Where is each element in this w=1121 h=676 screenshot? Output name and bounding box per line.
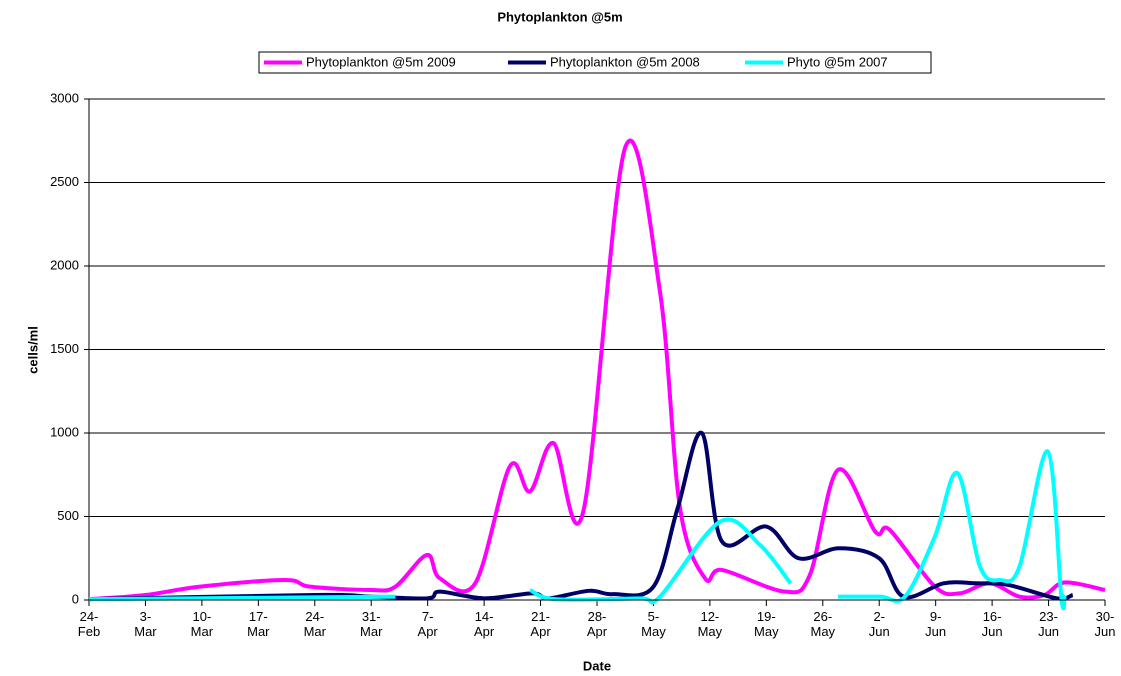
- x-tick-label: 5-May: [641, 609, 666, 639]
- series-line: [88, 449, 1067, 610]
- x-tick-label: 31-Mar: [360, 609, 383, 639]
- series-line: [88, 138, 1106, 602]
- legend-label: Phytoplankton @5m 2009: [306, 54, 456, 69]
- x-tick-label: 28-Apr: [586, 609, 608, 639]
- y-tick-label: 2000: [50, 257, 79, 272]
- x-tick-label: 17-Mar: [247, 609, 270, 639]
- x-tick-label: 9-Jun: [925, 609, 947, 639]
- x-tick-label: 12-May: [697, 609, 723, 639]
- x-tick-label: 2-Jun: [868, 609, 890, 639]
- y-tick-label: 500: [57, 508, 79, 523]
- chart-title: Phytoplankton @5m: [497, 9, 622, 24]
- x-tick-label: 3-Mar: [134, 609, 157, 639]
- y-tick-label: 3000: [50, 90, 79, 105]
- x-tick-label: 30-Jun: [1094, 609, 1116, 639]
- series-line: [88, 430, 1074, 602]
- x-tick-label: 19-May: [754, 609, 779, 639]
- y-axis-title: cells/ml: [25, 326, 40, 374]
- x-tick-label: 14-Apr: [473, 609, 495, 639]
- y-tick-label: 2500: [50, 174, 79, 189]
- y-tick-label: 0: [72, 591, 79, 606]
- y-tick-label: 1000: [50, 424, 79, 439]
- x-tick-label: 21-Apr: [530, 609, 551, 639]
- legend-box: [258, 51, 932, 74]
- x-tick-label: 24-Mar: [303, 609, 326, 639]
- x-tick-label: 7-Apr: [417, 609, 438, 639]
- x-tick-label: 10-Mar: [190, 609, 214, 639]
- legend-label: Phyto @5m 2007: [787, 54, 888, 69]
- x-axis-title: Date: [583, 658, 611, 673]
- y-tick-label: 1500: [50, 341, 79, 356]
- x-tick-label: 24-Feb: [77, 609, 101, 639]
- x-tick-label: 16-Jun: [981, 609, 1003, 639]
- x-tick-label: 26-May: [810, 609, 836, 639]
- x-tick-label: 23-Jun: [1038, 609, 1060, 639]
- legend-label: Phytoplankton @5m 2008: [550, 54, 700, 69]
